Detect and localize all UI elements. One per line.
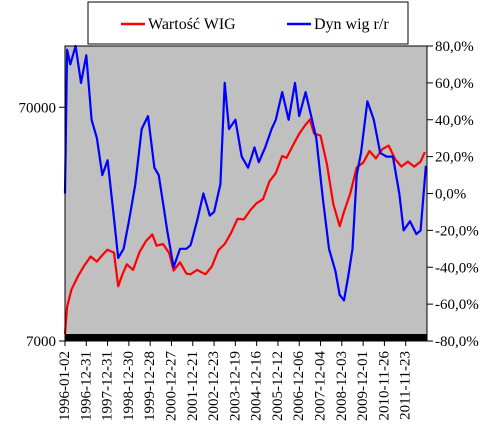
- plot-area: [65, 46, 427, 334]
- plot-bottom-band: [65, 334, 427, 341]
- series-line-wig: [63, 118, 426, 335]
- x-tick-label: 2003-12-19: [227, 351, 243, 421]
- left-axis-ticks: 7000 70000: [19, 100, 65, 350]
- x-tick-label: 2005-12-12: [270, 351, 286, 421]
- x-tick-label: 2004-12-16: [249, 351, 265, 421]
- x-tick-label: 1998-12-30: [121, 351, 137, 421]
- right-tick-label: 60,0%: [435, 76, 474, 92]
- x-tick-label: 1999-12-28: [142, 351, 158, 421]
- x-tick-label: 2011-11-23: [398, 351, 414, 420]
- x-tick-label: 2006-12-06: [291, 351, 307, 421]
- right-tick-label: 20,0%: [435, 150, 474, 166]
- x-tick-label: 1996-12-31: [78, 351, 94, 421]
- x-tick-label: 2002-12-23: [206, 351, 222, 421]
- series-layer: [63, 44, 427, 335]
- left-tick-label: 7000: [26, 334, 56, 350]
- right-tick-label: -80,0%: [435, 334, 479, 350]
- x-tick-label: 2009-12-01: [355, 351, 371, 421]
- legend-label-dyn: Dyn wig r/r: [314, 16, 389, 33]
- right-tick-label: 80,0%: [435, 39, 474, 55]
- x-tick-label: 1997-12-31: [100, 351, 116, 421]
- x-tick-label: 2000-12-27: [163, 351, 179, 421]
- right-tick-label: -40,0%: [435, 260, 479, 276]
- right-tick-label: 40,0%: [435, 113, 474, 129]
- series-line-dyn: [63, 44, 427, 302]
- x-tick-label: 2007-12-04: [313, 351, 329, 421]
- right-tick-label: 0,0%: [435, 187, 466, 203]
- legend-label-wig: Wartość WIG: [148, 16, 236, 33]
- right-tick-label: -20,0%: [435, 223, 479, 239]
- x-tick-label: 2008-12-03: [334, 351, 350, 421]
- x-tick-label: 2001-12-21: [185, 351, 201, 421]
- x-tick-label: 1996-01-02: [57, 351, 73, 421]
- x-axis-ticks: 1996-01-02 1996-12-31 1997-12-31 1998-12-30…: [57, 341, 414, 421]
- x-tick-label: 2010-11-26: [376, 351, 392, 421]
- legend: Wartość WIG Dyn wig r/r: [87, 1, 409, 45]
- left-tick-label: 70000: [19, 100, 57, 116]
- right-axis-ticks: 80,0% 60,0% 40,0% 20,0% 0,0% -20,0% -40,0% -60,…: [427, 39, 479, 350]
- right-tick-label: -60,0%: [435, 297, 479, 313]
